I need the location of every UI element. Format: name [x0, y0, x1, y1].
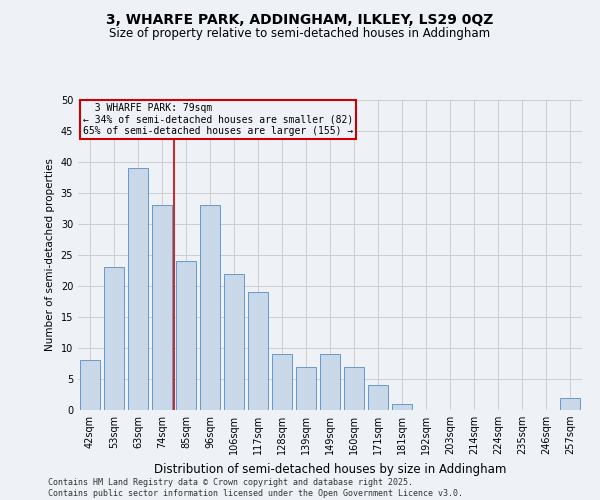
Bar: [152, 206, 172, 410]
Bar: [128, 168, 148, 410]
Bar: [80, 360, 100, 410]
Y-axis label: Number of semi-detached properties: Number of semi-detached properties: [45, 158, 55, 352]
Bar: [320, 354, 340, 410]
Bar: [272, 354, 292, 410]
Text: 3, WHARFE PARK, ADDINGHAM, ILKLEY, LS29 0QZ: 3, WHARFE PARK, ADDINGHAM, ILKLEY, LS29 …: [106, 12, 494, 26]
Bar: [248, 292, 268, 410]
Bar: [224, 274, 244, 410]
Text: 3 WHARFE PARK: 79sqm
← 34% of semi-detached houses are smaller (82)
65% of semi-: 3 WHARFE PARK: 79sqm ← 34% of semi-detac…: [83, 103, 353, 136]
Bar: [176, 261, 196, 410]
Bar: [368, 385, 388, 410]
Bar: [200, 206, 220, 410]
Bar: [296, 366, 316, 410]
Bar: [560, 398, 580, 410]
Text: Size of property relative to semi-detached houses in Addingham: Size of property relative to semi-detach…: [109, 28, 491, 40]
X-axis label: Distribution of semi-detached houses by size in Addingham: Distribution of semi-detached houses by …: [154, 462, 506, 475]
Text: Contains HM Land Registry data © Crown copyright and database right 2025.
Contai: Contains HM Land Registry data © Crown c…: [48, 478, 463, 498]
Bar: [104, 268, 124, 410]
Bar: [344, 366, 364, 410]
Bar: [392, 404, 412, 410]
